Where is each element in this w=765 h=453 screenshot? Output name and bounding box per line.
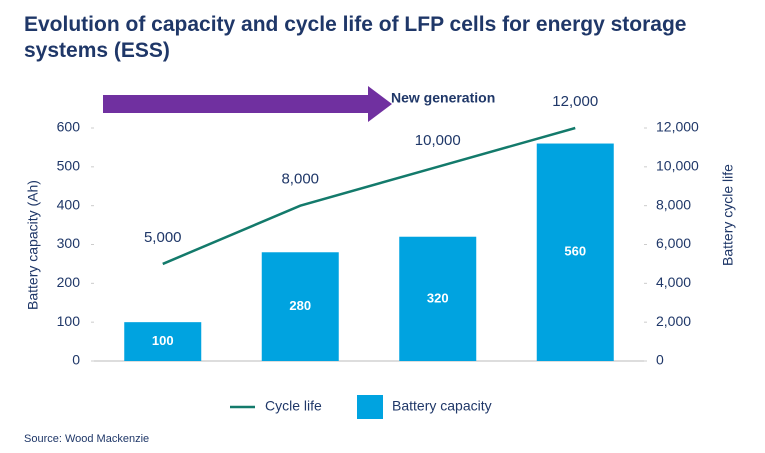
y2-tick-label: 6,000	[656, 235, 691, 251]
value-label: 10,000	[415, 132, 461, 149]
y2-tick-label: 2,000	[656, 313, 691, 329]
chart-title: systems (ESS)	[24, 39, 170, 62]
value-label: 100	[152, 333, 174, 348]
value-label: 5,000	[144, 229, 182, 246]
line	[162, 126, 576, 266]
legend-label: Battery capacity	[392, 398, 492, 414]
value-label: 560	[564, 244, 586, 259]
y-axis-label: Battery capacity (Ah)	[25, 180, 41, 310]
value-label: 12,000	[552, 93, 598, 110]
legend-label: Cycle life	[265, 398, 322, 414]
annotation: New generation	[391, 90, 495, 106]
y2-axis-label: Battery cycle life	[720, 164, 736, 266]
y-tick-label: 400	[57, 196, 81, 212]
bar	[124, 322, 202, 361]
y-tick-label: 500	[57, 158, 81, 174]
bar	[261, 252, 339, 361]
y-tick-label: 300	[57, 235, 81, 251]
value-label: 8,000	[281, 171, 319, 188]
value-label: 280	[289, 298, 311, 313]
new-generation-arrow	[103, 86, 392, 122]
y-tick-label: 0	[72, 352, 80, 368]
y2-tick-label: 0	[656, 352, 664, 368]
chart-title: Evolution of capacity and cycle life of …	[24, 13, 686, 36]
y-tick-label: 100	[57, 313, 81, 329]
legend-swatch	[357, 395, 383, 419]
y2-tick-label: 8,000	[656, 196, 691, 212]
bar	[399, 236, 477, 361]
y-tick-label: 200	[57, 274, 81, 290]
source: Source: Wood Mackenzie	[24, 433, 149, 445]
y-tick-label: 600	[57, 119, 81, 135]
y2-tick-label: 4,000	[656, 274, 691, 290]
bar	[536, 143, 614, 361]
y2-tick-label: 12,000	[656, 119, 699, 135]
y2-tick-label: 10,000	[656, 158, 699, 174]
value-label: 320	[427, 290, 449, 305]
